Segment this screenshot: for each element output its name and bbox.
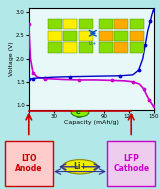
Point: [28, 78, 30, 81]
Point: [137, 69, 140, 72]
Point: [44, 76, 47, 79]
Bar: [48, 19, 62, 29]
Point: [111, 79, 113, 82]
Bar: [79, 42, 93, 53]
Point: [152, 105, 155, 108]
Bar: [99, 30, 113, 41]
FancyBboxPatch shape: [107, 141, 155, 186]
Point: [149, 20, 152, 23]
Bar: [130, 42, 144, 53]
Point: [144, 43, 147, 46]
Bar: [130, 19, 144, 29]
Circle shape: [71, 108, 89, 117]
Point: [119, 74, 122, 77]
Bar: [115, 30, 128, 41]
Bar: [115, 42, 128, 53]
FancyBboxPatch shape: [5, 141, 53, 186]
Bar: [63, 30, 77, 41]
Bar: [48, 30, 62, 41]
Text: Li+: Li+: [73, 162, 87, 171]
Bar: [63, 42, 77, 53]
Bar: [115, 19, 128, 29]
Bar: [48, 42, 62, 53]
Ellipse shape: [62, 160, 98, 174]
Y-axis label: Voltage (V): Voltage (V): [9, 41, 15, 76]
Text: LTO
Anode: LTO Anode: [15, 153, 43, 173]
Bar: [63, 19, 77, 29]
Point: [44, 77, 47, 80]
Text: LFP
Cathode: LFP Cathode: [113, 153, 149, 173]
Point: [77, 78, 80, 81]
Bar: [79, 30, 93, 41]
Point: [32, 71, 34, 74]
Bar: [130, 30, 144, 41]
X-axis label: Capacity (mAh/g): Capacity (mAh/g): [64, 120, 119, 125]
Bar: [99, 19, 113, 29]
Point: [148, 99, 151, 102]
Point: [28, 22, 30, 25]
Point: [32, 77, 34, 80]
Text: e⁻: e⁻: [76, 109, 84, 115]
Bar: [99, 42, 113, 53]
Point: [132, 80, 134, 83]
Point: [152, 8, 155, 11]
Bar: [79, 19, 93, 29]
Text: Li+: Li+: [89, 41, 97, 46]
Point: [142, 87, 145, 90]
Point: [69, 75, 72, 78]
